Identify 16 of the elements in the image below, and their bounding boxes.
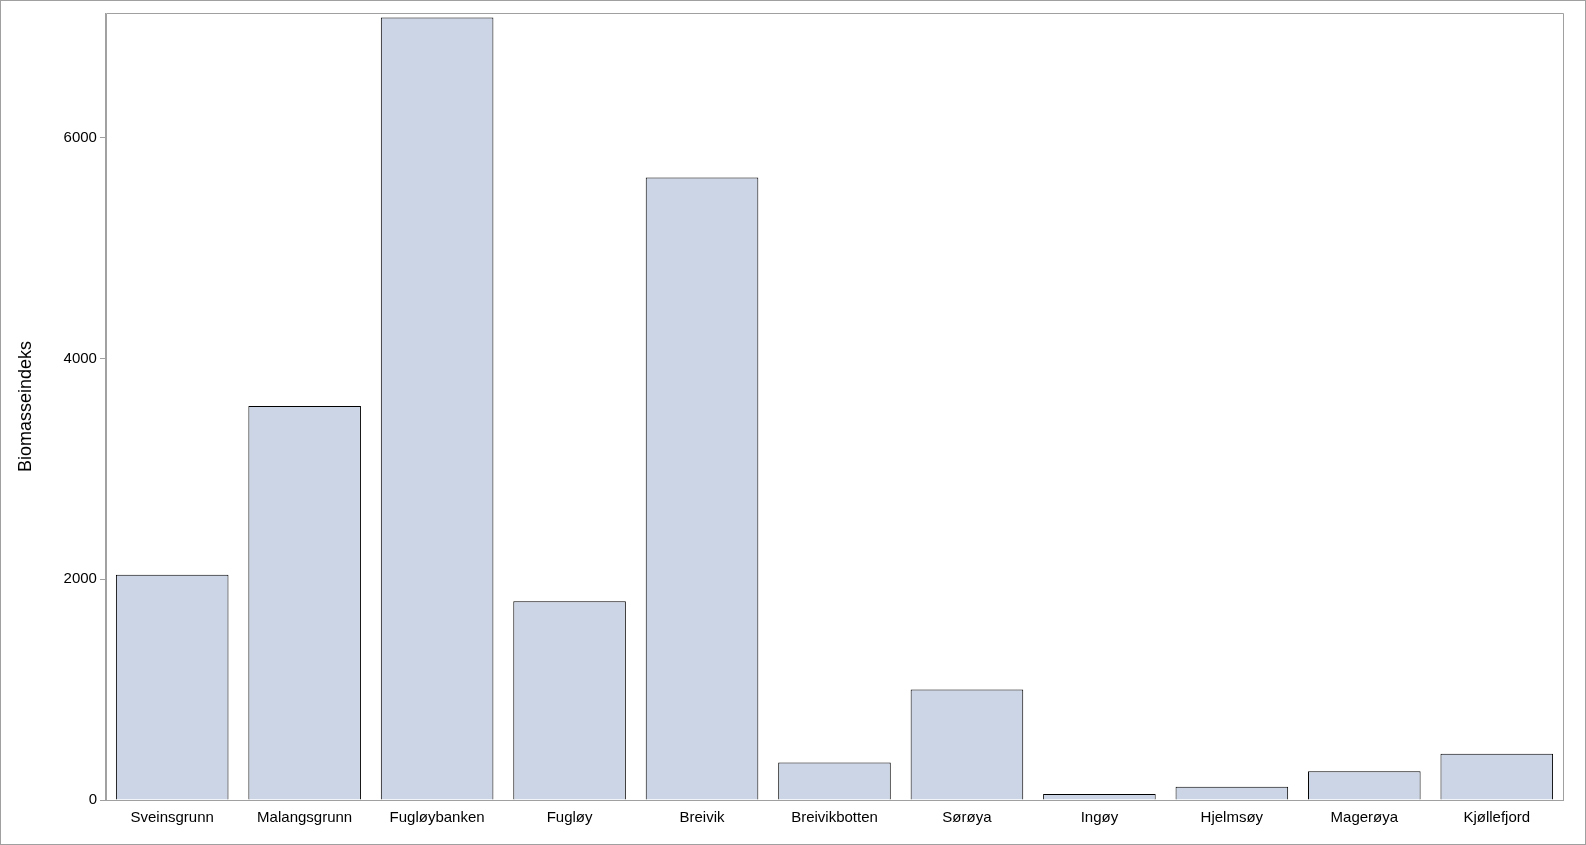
x-tick-label: Hjelmsøy: [1200, 808, 1264, 826]
y-axis-title: Biomasseindeks: [14, 340, 35, 473]
x-tick-label: Sveinsgrunn: [130, 808, 214, 826]
x-tick-label: Breivik: [679, 808, 726, 826]
x-tick-label: Kjøllefjord: [1463, 808, 1531, 826]
x-tick-label: Malangsgrunn: [257, 808, 353, 826]
y-tick-label: 0: [88, 790, 97, 808]
x-tick-label: Fugløy: [546, 808, 593, 826]
x-tick-label: Breivikbotten: [791, 808, 878, 826]
y-tick-label: 4000: [63, 348, 97, 366]
x-tick-label: Fugløybanken: [389, 808, 485, 826]
x-tick-label: Ingøy: [1080, 808, 1119, 826]
x-tick-label: Magerøya: [1330, 808, 1399, 826]
y-tick-label: 2000: [63, 569, 97, 587]
y-tick-label: 6000: [63, 127, 97, 145]
x-tick-label: Sørøya: [942, 808, 993, 826]
